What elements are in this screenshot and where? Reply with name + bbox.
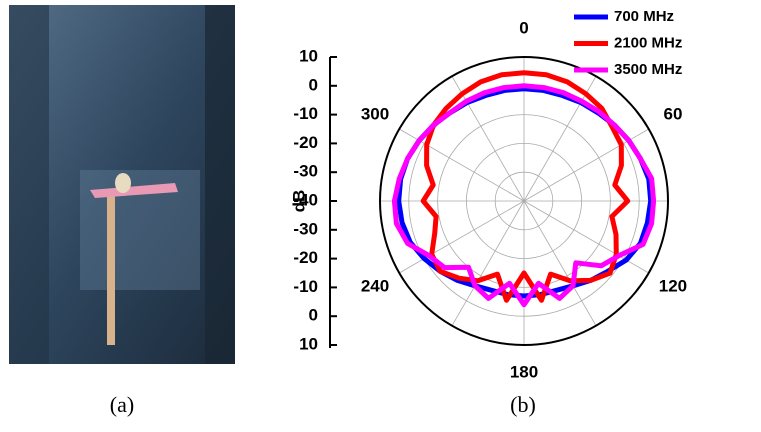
- r-tick-label: 0: [309, 75, 318, 94]
- photo: [9, 5, 235, 364]
- r-tick-label: -10: [293, 277, 318, 296]
- angle-tick-label: 300: [361, 104, 389, 123]
- grid-spoke: [451, 200, 525, 326]
- caption: (b): [510, 392, 536, 417]
- r-tick-label: 10: [299, 46, 318, 65]
- angle-tick-label: 240: [361, 276, 389, 295]
- series-line: [391, 83, 657, 308]
- r-tick-label: -20: [293, 248, 318, 267]
- r-tick-label: -10: [293, 104, 318, 123]
- angle-tick-label: 120: [659, 276, 687, 295]
- grid-spoke: [523, 76, 597, 202]
- angle-tick-label: 0: [519, 18, 528, 37]
- r-tick-label: -40: [293, 190, 318, 209]
- r-tick-label: 0: [309, 306, 318, 325]
- r-tick-label: -20: [293, 133, 318, 152]
- r-tick-label: -30: [293, 219, 318, 238]
- legend-label: 700 MHz: [614, 8, 674, 25]
- angle-tick-label: 60: [663, 104, 682, 123]
- r-tick-label: -30: [293, 162, 318, 181]
- axis-label: dB: [289, 190, 308, 213]
- grid-spoke: [451, 76, 525, 202]
- grid-circle: [379, 56, 669, 346]
- series-line: [420, 70, 631, 303]
- r-tick-label: 10: [299, 334, 318, 353]
- grid-spoke: [523, 200, 597, 326]
- legend-label: 2100 MHz: [614, 34, 682, 51]
- angle-tick-label: 180: [510, 362, 538, 381]
- grid-circle: [494, 171, 554, 231]
- grid-spoke: [399, 200, 525, 274]
- grid-circle: [465, 142, 582, 259]
- legend-label: 3500 MHz: [614, 61, 682, 78]
- grid-circle: [437, 114, 611, 288]
- caption: (a): [110, 392, 134, 417]
